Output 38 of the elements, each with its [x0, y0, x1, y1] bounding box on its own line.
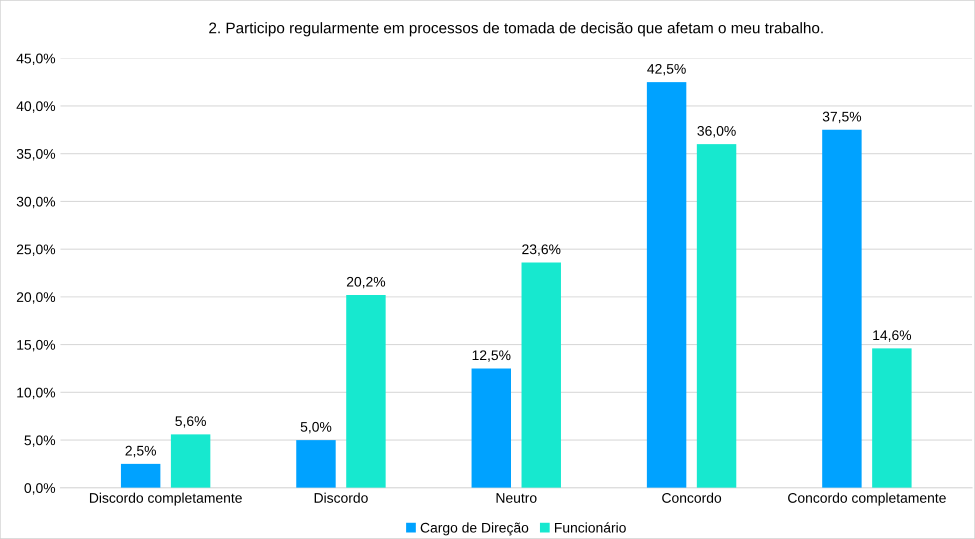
- bar: [170, 434, 210, 488]
- legend-label: Cargo de Direção: [420, 522, 528, 536]
- legend-label: Funcionário: [554, 522, 626, 533]
- x-tick-label: Neutro: [496, 493, 537, 503]
- x-tick-label: Concordo completamente: [788, 492, 946, 506]
- data-label: 5,6%: [175, 416, 206, 428]
- bar: [646, 82, 686, 488]
- y-tick-label: 15,0%: [17, 340, 56, 352]
- y-tick-label: 0,0%: [24, 483, 56, 495]
- y-tick-label: 10,0%: [17, 388, 56, 400]
- y-tick-label: 35,0%: [16, 149, 56, 160]
- x-tick-label: Discordo completamente: [90, 492, 242, 506]
- data-label: 20,2%: [346, 276, 386, 288]
- bar: [522, 262, 561, 488]
- bar: [120, 464, 160, 488]
- y-tick-label: 40,0%: [16, 101, 56, 113]
- bar: [872, 348, 912, 488]
- data-label: 23,6%: [522, 244, 560, 256]
- bar: [472, 368, 512, 488]
- bar: [696, 144, 736, 488]
- y-tick-label: 30,0%: [16, 196, 56, 208]
- data-label: 14,6%: [873, 330, 912, 342]
- y-tick-label: 20,0%: [16, 292, 56, 304]
- bar: [346, 294, 386, 488]
- data-label: 36,0%: [697, 126, 736, 138]
- bar: [822, 130, 862, 488]
- chart-title: 2. Participo regularmente em processos de tomada de decisão que afetam o meu trabalho.: [209, 22, 823, 36]
- data-label: 2,5%: [126, 446, 156, 458]
- x-tick-label: Discordo: [314, 492, 368, 503]
- data-label: 37,5%: [822, 112, 862, 124]
- y-tick-label: 5,0%: [24, 435, 56, 447]
- data-label: 12,5%: [472, 350, 510, 362]
- data-label: 5,0%: [300, 422, 332, 434]
- y-tick-label: 25,0%: [16, 244, 56, 256]
- x-tick-label: Concordo: [662, 492, 722, 503]
- y-tick-label: 45,0%: [16, 54, 56, 66]
- data-label: 42,5%: [647, 64, 686, 76]
- bar: [296, 440, 336, 488]
